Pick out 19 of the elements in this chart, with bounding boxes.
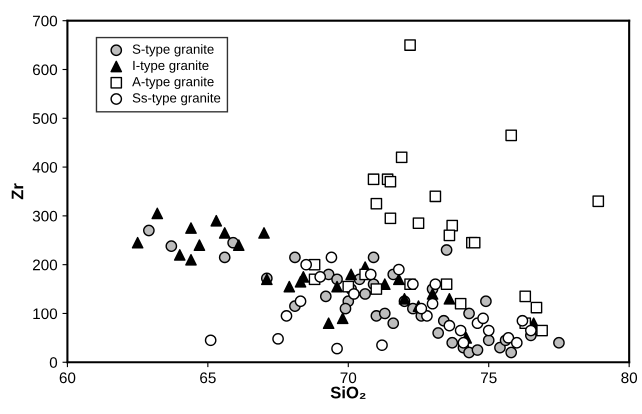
y-tick-label: 400 [32, 162, 58, 173]
legend-label: Ss-type granite [132, 92, 220, 106]
legend-label: I-type granite [133, 60, 209, 73]
y-tick-label: 0 [50, 357, 58, 368]
y-tick-label: 500 [32, 113, 58, 124]
y-tick-label: 200 [32, 260, 58, 270]
x-tick-label: 70 [340, 372, 356, 384]
x-tick-label: 80 [621, 372, 638, 384]
legend-label: A-type granite [132, 76, 214, 89]
legend-label: S-type granite [132, 44, 214, 56]
y-tick-label: 600 [32, 64, 58, 76]
x-tick-label: 65 [200, 372, 216, 384]
y-tick-label: 700 [32, 16, 58, 26]
y-tick-label: 300 [32, 210, 58, 222]
x-tick-label: 60 [60, 372, 76, 384]
x-tick-label: 75 [481, 372, 497, 384]
x-axis-title: SiO₂ [330, 386, 366, 399]
y-tick-label: 100 [33, 308, 58, 320]
y-axis-title: Zr [12, 183, 24, 200]
